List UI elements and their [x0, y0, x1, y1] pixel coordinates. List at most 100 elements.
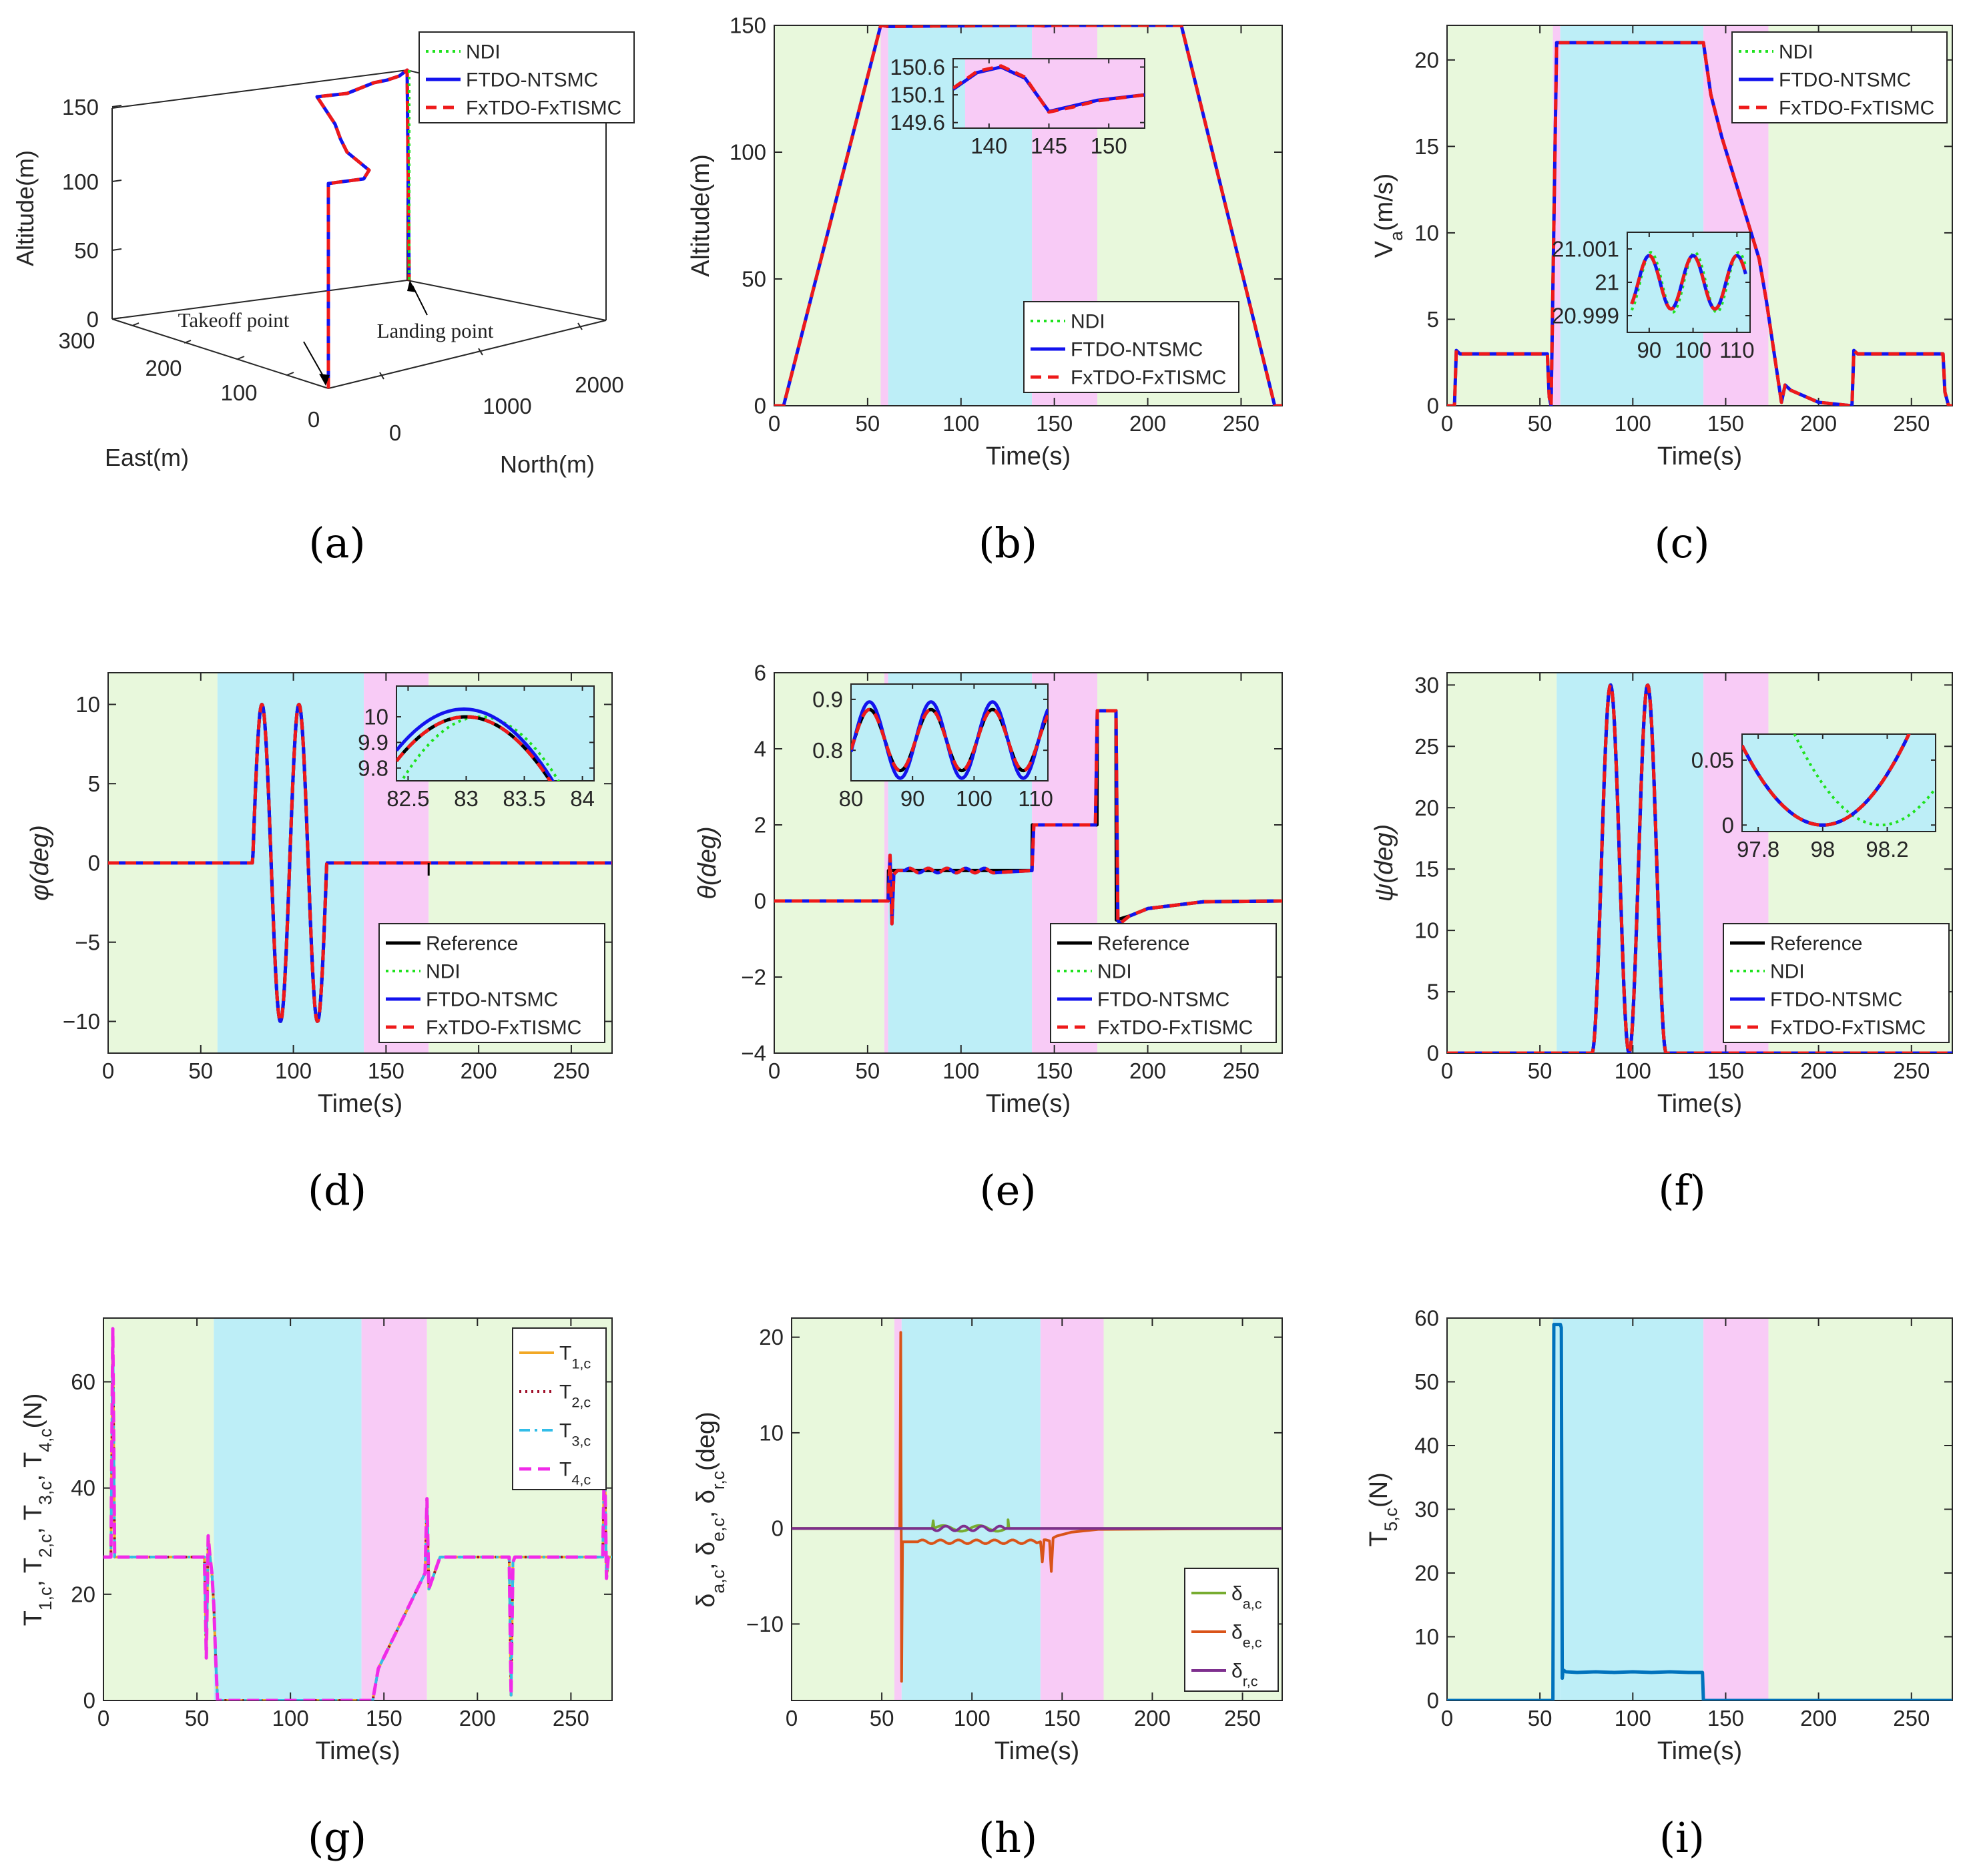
x-tick-label: 90 — [1637, 338, 1661, 362]
panel-caption: (i) — [1659, 1813, 1705, 1862]
x-tick-label: 0 — [786, 1706, 798, 1731]
panel-caption: (a) — [308, 519, 365, 567]
y-tick-label: 0 — [1722, 813, 1734, 838]
x-tick-label: 200 — [1129, 1058, 1166, 1083]
east-tick-label: 0 — [308, 407, 320, 432]
series-fxtdofxtismc — [1447, 41, 1952, 406]
x-tick-label: 250 — [1893, 1058, 1930, 1083]
y-tick-label: 21.001 — [1552, 237, 1619, 262]
x-tick-label: 200 — [1800, 411, 1837, 436]
legend-label: NDI — [1097, 961, 1132, 983]
y-tick-label: 21 — [1595, 270, 1619, 295]
east-tick — [184, 340, 192, 344]
north-tick-label: 0 — [389, 420, 401, 445]
series-fxtdofxtismc — [108, 703, 612, 1023]
legend-label: Reference — [426, 933, 518, 955]
y-axis-label: Va(m/s) — [1370, 174, 1406, 258]
axis-box-edge — [111, 69, 408, 109]
phase-band — [1557, 673, 1704, 1053]
phase-band — [1560, 1318, 1704, 1700]
x-axis-label: Time(s) — [1657, 442, 1742, 471]
east-tick-label: 100 — [220, 380, 257, 405]
x-tick-label: 50 — [185, 1706, 210, 1731]
phase-band — [1742, 734, 1936, 832]
east-tick-label: 300 — [58, 328, 95, 353]
x-tick-label: 250 — [1224, 1706, 1261, 1731]
phase-band — [396, 686, 594, 781]
x-tick-label: 83.5 — [503, 786, 545, 811]
legend-label: NDI — [426, 961, 461, 983]
x-tick-label: 150 — [1091, 133, 1127, 158]
y-tick-label: 25 — [1414, 734, 1439, 759]
legend-label: FTDO-NTSMC — [1770, 989, 1902, 1011]
panel-caption: (h) — [978, 1813, 1037, 1862]
legend-label: FTDO-NTSMC — [466, 69, 598, 91]
x-tick-label: 0 — [768, 411, 780, 436]
y-tick-label: 10 — [759, 1420, 784, 1445]
y-tick-label: −10 — [63, 1009, 100, 1034]
y-tick-label: −10 — [746, 1612, 784, 1636]
phase-band — [214, 1318, 362, 1700]
x-tick-label: 50 — [856, 411, 880, 436]
x-tick-label: 0 — [768, 1058, 780, 1083]
x-tick-label: 150 — [366, 1706, 402, 1731]
legend-label: NDI — [1071, 311, 1105, 333]
legend-label: NDI — [466, 41, 501, 63]
chart-e: 0 50 100 150 200 250 −4 −2 0 2 4 6 Time(s) θ(deg) 80 90… — [693, 661, 1283, 1118]
x-tick-label: 50 — [856, 1058, 880, 1083]
phase-band — [894, 1318, 902, 1700]
y-tick-label: 10 — [1414, 918, 1439, 943]
x-tick-label: 200 — [1134, 1706, 1171, 1731]
y-tick-label: 10 — [1414, 220, 1439, 245]
plot-frame — [774, 672, 1283, 1054]
x-tick-label: 0 — [1441, 1706, 1453, 1731]
z-tick-label: 100 — [62, 170, 99, 194]
y-tick-label: 9.9 — [358, 730, 388, 755]
phase-band — [1553, 25, 1561, 406]
legend-label: FTDO-NTSMC — [426, 989, 558, 1011]
x-tick-label: 200 — [459, 1706, 496, 1731]
series-t5c — [1447, 1323, 1952, 1700]
x-tick-label: 200 — [1800, 1706, 1837, 1731]
plot-frame — [850, 683, 1049, 781]
x-tick-label: 145 — [1031, 133, 1067, 158]
series-ftdontsmc — [953, 65, 1145, 113]
phase-band — [1768, 1318, 1952, 1700]
y-tick-label: 9.8 — [358, 755, 388, 780]
phase-band — [884, 673, 888, 1053]
chart-b: 0 50 100 150 200 250 0 50 100 150 Time(s) Altitude(… — [687, 13, 1283, 471]
x-tick-label: 82.5 — [386, 786, 429, 811]
y-axis-label: ψ(deg) — [1370, 824, 1398, 902]
y-tick-label: 20 — [1414, 796, 1439, 820]
x-tick-label: 250 — [1893, 411, 1930, 436]
y-tick-label: 149.6 — [890, 110, 945, 135]
y-tick-label: 0 — [754, 394, 766, 418]
y-tick-label: 0 — [1427, 1041, 1439, 1066]
y-tick-label: 0.05 — [1691, 747, 1734, 772]
y-tick-label: 10 — [75, 692, 100, 717]
y-axis-label: Altitude(m) — [687, 154, 715, 277]
legend-label: NDI — [1779, 41, 1813, 63]
legend-label: FxTDO-FxTISMC — [1071, 367, 1226, 389]
chart-i: 0 50 100 150 200 250 0 10 20 30 40 50 60 Time(s) T5,c(… — [1365, 1306, 1953, 1765]
north-tick — [379, 372, 384, 380]
x-tick-label: 250 — [553, 1058, 589, 1083]
x-tick-label: 150 — [1707, 1706, 1744, 1731]
y-tick-label: 50 — [742, 267, 766, 292]
series-rc — [792, 1524, 1282, 1532]
legend-label: T4,c — [559, 1459, 591, 1488]
y-tick-label: 40 — [71, 1476, 95, 1500]
north-tick-label: 2000 — [575, 372, 623, 397]
x-tick-label: 50 — [1528, 1058, 1553, 1083]
x-tick-label: 250 — [1223, 1058, 1259, 1083]
panel-caption: (c) — [1654, 519, 1709, 567]
x-tick-label: 100 — [1615, 411, 1651, 436]
panel-caption: (g) — [308, 1813, 366, 1862]
inset-series — [1630, 251, 1747, 314]
trajectory-fxtdo — [315, 68, 411, 388]
legend-label: FxTDO-FxTISMC — [426, 1017, 581, 1039]
x-tick-label: 100 — [275, 1058, 312, 1083]
y-tick-label: 150.1 — [890, 83, 945, 107]
y-axis-label: T1,c, T2,c, T3,c, T4,c(N) — [19, 1393, 55, 1626]
y-tick-label: 0 — [83, 1688, 95, 1713]
